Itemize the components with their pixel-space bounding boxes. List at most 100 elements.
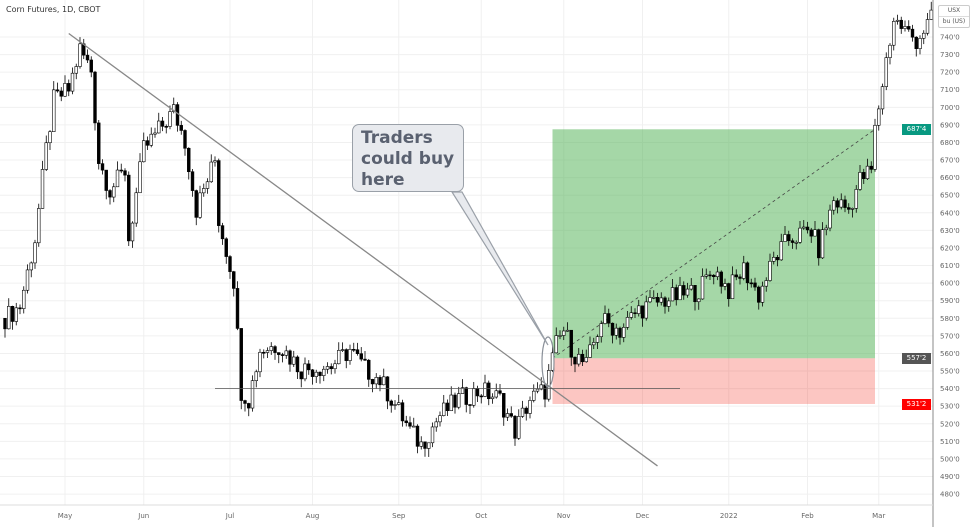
candle-up <box>798 227 802 243</box>
candle-down <box>367 359 371 380</box>
candle-up <box>322 368 326 376</box>
candle-down <box>329 366 333 370</box>
callout-pointer <box>450 191 549 346</box>
candle-down <box>757 286 761 303</box>
price-tick-label: 550'0 <box>940 368 960 376</box>
candle-up <box>858 172 862 190</box>
candle-down <box>3 317 7 330</box>
candle-down <box>273 346 277 353</box>
candle-down <box>243 400 247 404</box>
candle-up <box>157 120 161 134</box>
candle-up <box>284 350 288 356</box>
candle-down <box>220 225 225 240</box>
candle-down <box>543 384 547 400</box>
price-tick-label: 710'0 <box>940 86 960 94</box>
candle-down <box>869 165 873 170</box>
candle-down <box>239 328 243 401</box>
candle-down <box>247 403 251 409</box>
candle-down <box>262 351 266 354</box>
candle-down <box>295 356 300 373</box>
candle-down <box>843 199 847 208</box>
candle-up <box>820 229 825 259</box>
time-tick-label: Jun <box>137 512 149 520</box>
candle-up <box>74 66 78 74</box>
candle-down <box>93 71 97 124</box>
candle-up <box>839 199 843 208</box>
candle-up <box>254 371 258 381</box>
candle-down <box>708 274 712 277</box>
candle-down <box>55 89 60 92</box>
candle-up <box>813 229 817 237</box>
candle-up <box>903 26 907 29</box>
candle-down <box>310 369 315 377</box>
stop-price-label: 531'2 <box>902 398 931 410</box>
candle-down <box>573 356 577 365</box>
candle-up <box>138 161 142 194</box>
candle-up <box>659 297 663 303</box>
candle-down <box>753 282 757 288</box>
candle-up <box>764 280 768 287</box>
candle-up <box>562 330 566 336</box>
candle-down <box>318 371 322 376</box>
candle-up <box>588 344 592 358</box>
candle-down <box>10 306 15 322</box>
candle-down <box>445 402 450 412</box>
candle-down <box>104 169 108 191</box>
candle-up <box>70 72 75 92</box>
candle-up <box>622 327 626 338</box>
candle-up <box>22 289 26 309</box>
unit-selector[interactable]: USX bu (US) <box>938 5 970 28</box>
candle-up <box>678 285 682 301</box>
candle-up <box>292 356 296 365</box>
candle-down <box>749 282 753 285</box>
candle-up <box>850 208 855 210</box>
candle-down <box>404 420 408 423</box>
candle-up <box>873 124 877 170</box>
candle-up <box>202 188 206 194</box>
candle-up <box>689 285 693 290</box>
candle-up <box>78 43 82 67</box>
time-axis[interactable]: May Jun Jul Aug Sep Oct Nov Dec 2022 Feb Mar <box>58 512 886 520</box>
candle-up <box>832 200 836 211</box>
time-tick-label: Sep <box>392 512 406 520</box>
callout-box[interactable]: Traders could buy here <box>352 124 464 192</box>
price-tick-label: 490'0 <box>940 473 960 481</box>
candle-down <box>194 190 198 218</box>
candle-up <box>884 57 888 87</box>
candle-up <box>565 329 570 332</box>
candle-down <box>580 353 585 363</box>
candle-down <box>97 122 101 164</box>
candle-down <box>67 83 71 92</box>
candle-up <box>29 262 33 271</box>
candle-down <box>899 19 903 29</box>
price-tick-label: 690'0 <box>940 121 960 129</box>
candle-up <box>142 140 146 163</box>
candle-down <box>164 126 168 128</box>
candle-down <box>464 387 468 405</box>
candle-up <box>505 413 510 418</box>
candle-up <box>427 442 431 449</box>
candle-down <box>618 327 622 338</box>
candle-up <box>652 297 656 299</box>
candle-up <box>48 131 52 144</box>
downtrend-line[interactable] <box>68 32 658 467</box>
candle-up <box>258 351 262 373</box>
price-tick-label: 670'0 <box>940 157 960 165</box>
candle-up <box>348 348 352 361</box>
time-tick-label: Jul <box>225 512 235 520</box>
candle-down <box>408 422 412 427</box>
price-axis[interactable]: 480'0 490'0 500'0 510'0 520'0 530'0 540'0 550'0… <box>940 34 960 499</box>
candle-up <box>554 335 558 354</box>
candles <box>3 1 933 457</box>
candle-up <box>794 241 798 244</box>
candle-down <box>307 363 311 371</box>
candle-up <box>723 283 727 287</box>
candle-down <box>468 404 472 406</box>
currency-label: USX <box>947 7 961 14</box>
candle-up <box>52 89 56 132</box>
candle-up <box>130 222 135 242</box>
time-tick-label: Dec <box>636 512 650 520</box>
candle-up <box>584 357 588 363</box>
candle-up <box>44 142 48 170</box>
